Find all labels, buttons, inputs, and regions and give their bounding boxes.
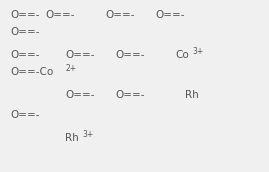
Text: O==-: O==- bbox=[65, 50, 94, 60]
Text: O==-: O==- bbox=[115, 50, 144, 60]
Text: Rh: Rh bbox=[65, 133, 79, 143]
Text: O==-: O==- bbox=[65, 90, 94, 100]
Text: Rh: Rh bbox=[185, 90, 199, 100]
Text: 3+: 3+ bbox=[193, 47, 204, 56]
Text: O==-: O==- bbox=[155, 10, 185, 20]
Text: O==-: O==- bbox=[45, 10, 75, 20]
Text: 3+: 3+ bbox=[83, 130, 94, 139]
Text: O==-: O==- bbox=[10, 27, 40, 37]
Text: 2+: 2+ bbox=[66, 64, 77, 73]
Text: O==-: O==- bbox=[10, 10, 40, 20]
Text: O==-: O==- bbox=[115, 90, 144, 100]
Text: O==-: O==- bbox=[105, 10, 134, 20]
Text: Co: Co bbox=[175, 50, 189, 60]
Text: O==-: O==- bbox=[10, 110, 40, 120]
Text: O==-Co: O==-Co bbox=[10, 67, 53, 77]
Text: O==-: O==- bbox=[10, 50, 40, 60]
